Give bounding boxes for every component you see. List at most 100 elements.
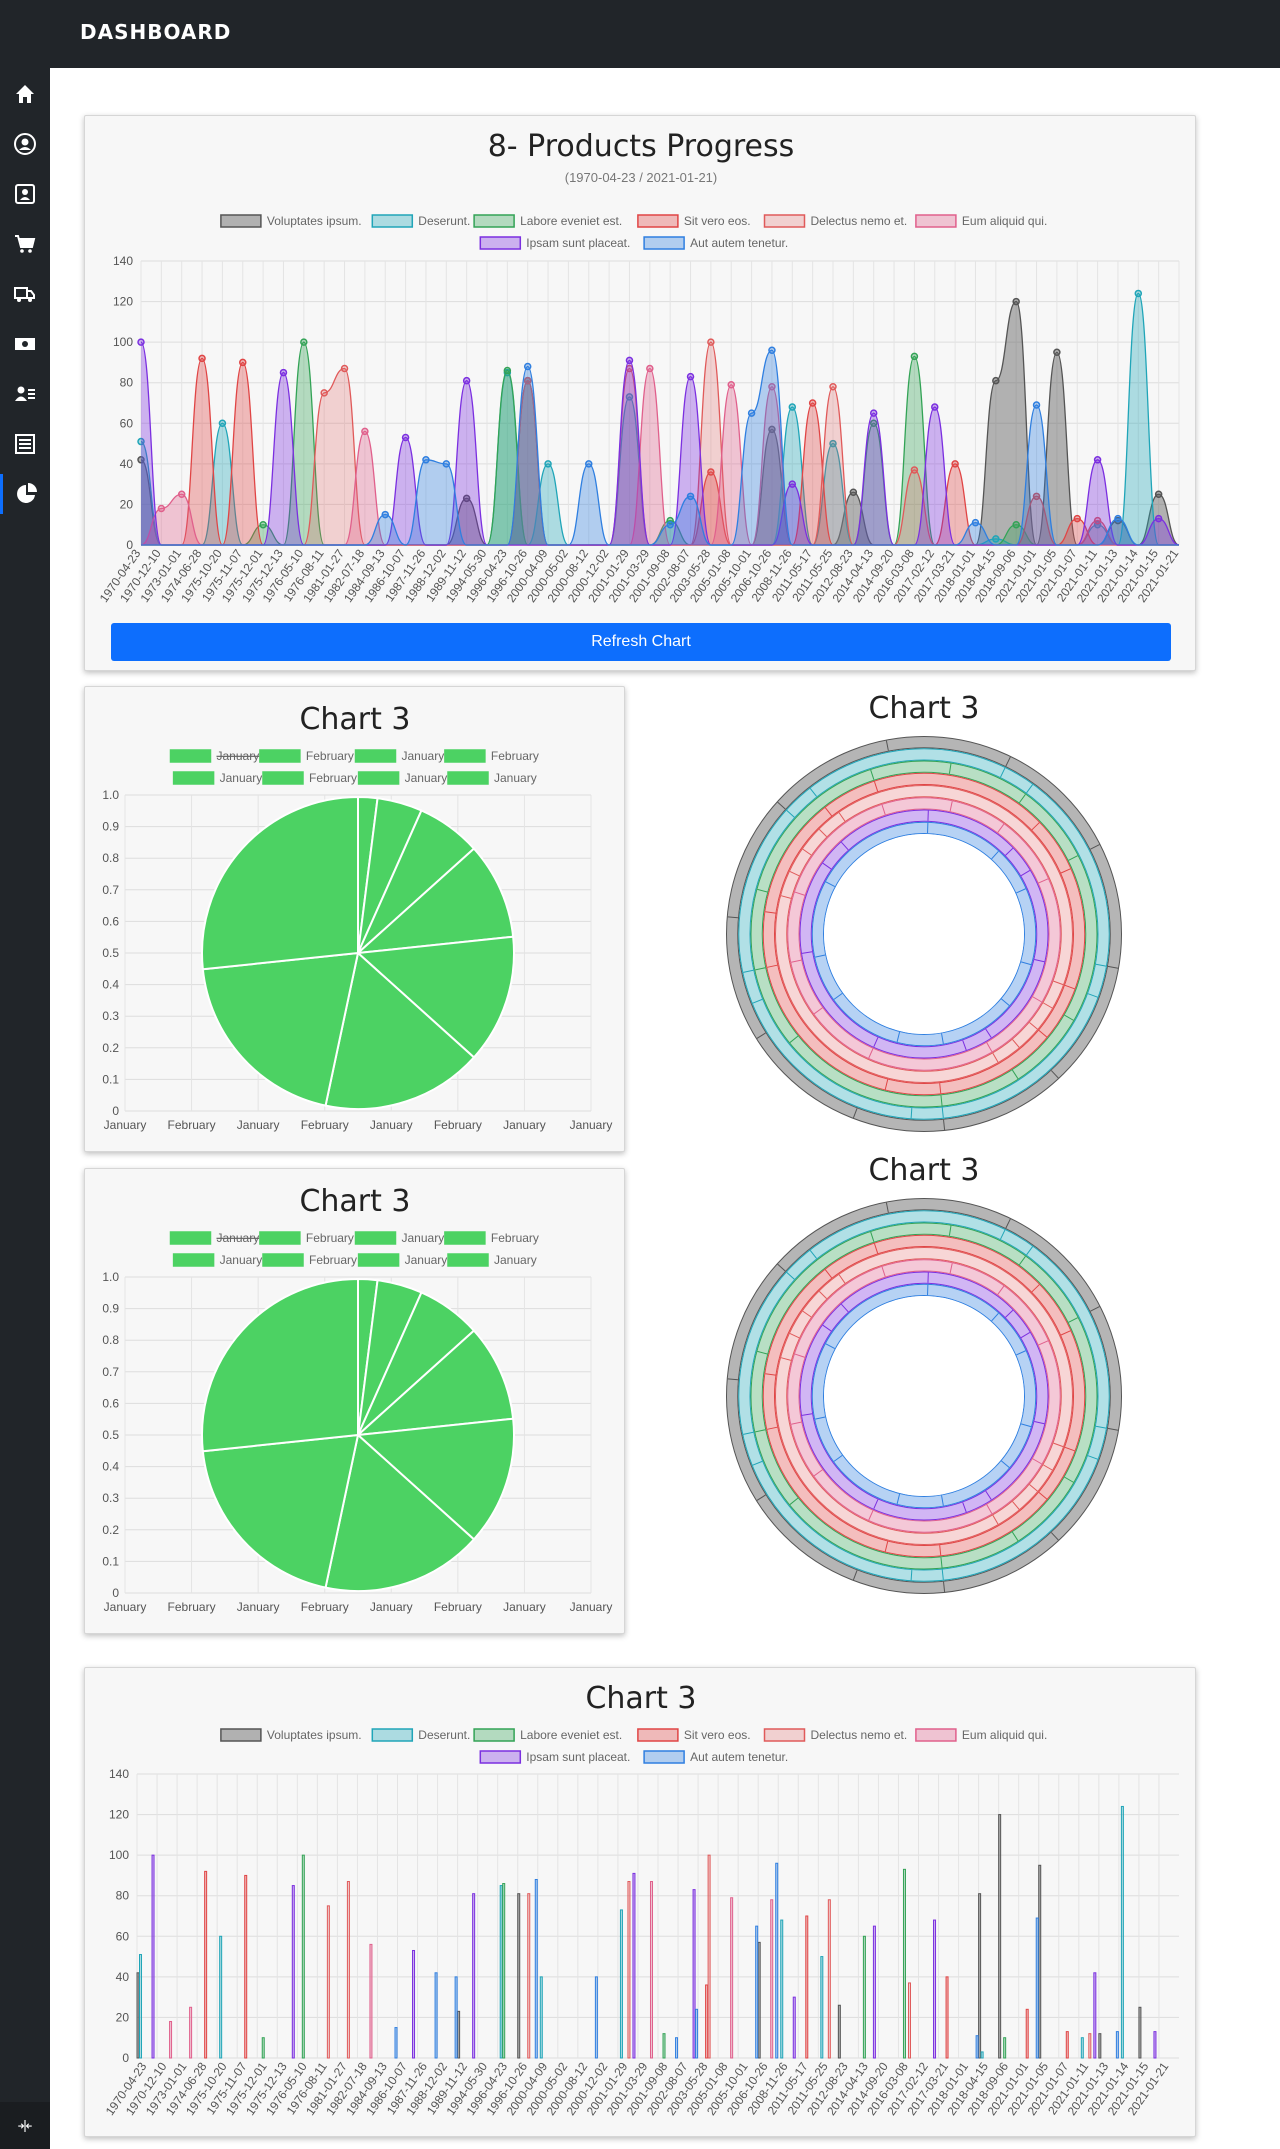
bar — [980, 2051, 984, 2059]
doughnut-ring-edge — [762, 772, 1086, 1096]
bar — [151, 1854, 155, 2059]
legend-swatch — [479, 1750, 522, 1764]
y-tick-label: 80 — [116, 1889, 130, 1903]
doughnut-segment-divider — [1020, 1331, 1031, 1339]
sidebar-toggle[interactable] — [0, 2102, 50, 2149]
sidebar-item-payments[interactable] — [0, 324, 50, 364]
brand-title[interactable]: DASHBOARD — [80, 20, 232, 44]
bar — [627, 1881, 631, 2059]
y-tick-label: 0.6 — [102, 914, 119, 928]
bar — [705, 1984, 709, 2059]
doughnut-segment-divider — [1038, 1030, 1048, 1038]
data-point — [910, 466, 919, 474]
doughnut-segment-divider — [884, 1541, 889, 1552]
doughnut-ring-edge — [823, 833, 1025, 1035]
data-point — [971, 518, 980, 527]
doughnut-ring — [726, 736, 1122, 1132]
doughnut-ring-edge — [761, 1233, 1087, 1559]
data-point — [1012, 520, 1020, 529]
pie-slice — [324, 1433, 476, 1592]
data-point — [300, 338, 308, 346]
data-point — [646, 364, 654, 373]
doughnut-segment-divider — [1034, 958, 1045, 963]
doughnut-segment-divider — [727, 916, 739, 919]
doughnut-segment-divider — [985, 1028, 992, 1038]
x-tick-label: February — [301, 1118, 349, 1132]
doughnut-ring-edge — [798, 808, 1050, 1060]
legend-swatch — [354, 749, 397, 763]
x-tick-label: January — [570, 1600, 613, 1614]
legend-label: Eum aliquid qui. — [962, 1728, 1047, 1742]
data-point — [137, 338, 145, 346]
refresh-chart-button[interactable]: Refresh Chart — [111, 623, 1171, 661]
y-tick-label: 0.9 — [102, 820, 119, 834]
doughnut-segment-divider — [752, 998, 763, 1004]
doughnut-segment-divider — [991, 850, 999, 860]
legend-swatch — [262, 1253, 304, 1267]
y-tick-label: 140 — [113, 254, 133, 268]
doughnut-segment-divider — [818, 1290, 827, 1299]
data-point — [931, 403, 939, 411]
sidebar-item-shipping[interactable] — [0, 274, 50, 314]
doughnut-segment-divider — [1031, 822, 1040, 831]
sidebar-item-contacts[interactable] — [0, 174, 50, 214]
pie-slice — [201, 1277, 359, 1453]
legend-swatch — [169, 749, 212, 763]
bar-chart[interactable]: Chart 3 Voluptates ipsum. Deserunt. Labore … — [85, 1668, 1197, 2138]
legend-label: Labore eveniet est. — [520, 214, 622, 228]
doughnut-segment-divider — [986, 1042, 993, 1052]
doughnut-segment-divider — [1038, 1340, 1049, 1346]
sidebar-item-cart[interactable] — [0, 224, 50, 264]
doughnut-segment-divider — [896, 1031, 901, 1043]
doughnut-segment-divider — [791, 959, 802, 963]
y-tick-label: 80 — [120, 376, 134, 390]
legend-label: Sit vero eos. — [684, 1728, 751, 1742]
y-tick-label: 0.1 — [102, 1072, 119, 1086]
doughnut-ring — [787, 797, 1061, 1071]
legend-swatch — [637, 1728, 679, 1742]
sidebar-item-charts[interactable] — [0, 474, 50, 514]
x-tick-label: January — [237, 1118, 280, 1132]
bar — [902, 1868, 906, 2059]
doughnut-segment-divider — [885, 740, 889, 751]
doughnut-segment-divider — [1095, 1425, 1107, 1429]
bar — [594, 1976, 598, 2059]
data-point — [951, 460, 959, 468]
legend-swatch — [473, 1728, 515, 1742]
y-tick-label: 0 — [122, 2051, 129, 2065]
user-circle-icon — [14, 133, 36, 155]
bar — [219, 1935, 223, 2059]
sidebar-item-profile[interactable] — [0, 124, 50, 164]
doughnut-chart-1[interactable]: Chart 3 — [710, 686, 1150, 1152]
sidebar-item-home[interactable] — [0, 74, 50, 114]
doughnut-segment-divider — [765, 1373, 776, 1376]
doughnut-segment-divider — [949, 1263, 953, 1274]
y-tick-label: 100 — [113, 335, 133, 349]
doughnut-segment-divider — [1018, 1256, 1026, 1266]
pie-chart-1[interactable]: Chart 3 January February January February Jan… — [85, 687, 626, 1153]
pie-slice — [324, 951, 476, 1110]
doughnut-segment-divider — [948, 1225, 952, 1236]
data-point — [625, 393, 634, 401]
legend-swatch — [259, 1231, 301, 1245]
doughnut-segment-divider — [780, 1357, 792, 1361]
y-tick-label: 1.0 — [102, 1270, 119, 1284]
sidebar-item-reports[interactable] — [0, 424, 50, 464]
x-tick-label: January — [370, 1600, 413, 1614]
y-tick-label: 40 — [116, 1970, 130, 1984]
doughnut-ring-edge — [810, 1282, 1038, 1510]
sidebar-item-customers[interactable] — [0, 374, 50, 414]
doughnut-segment-divider — [852, 1108, 858, 1119]
doughnut-segment-divider — [838, 1274, 846, 1284]
legend-swatch — [643, 236, 685, 250]
doughnut-segment-divider — [809, 788, 817, 797]
bar — [369, 1943, 373, 2059]
products-progress-chart[interactable]: 8- Products Progress (1970-04-23 / 2021-0… — [85, 116, 1197, 672]
doughnut-segment-divider — [767, 964, 778, 968]
y-tick-label: 0.7 — [102, 1365, 119, 1379]
doughnut-segment-divider — [1005, 1309, 1014, 1318]
pie-chart-2[interactable]: Chart 3 January February January February Jan… — [85, 1169, 626, 1635]
doughnut-ring-edge — [726, 1198, 1122, 1594]
doughnut-chart-2[interactable]: Chart 3 — [710, 1148, 1150, 1614]
doughnut-ring-edge — [761, 771, 1087, 1097]
